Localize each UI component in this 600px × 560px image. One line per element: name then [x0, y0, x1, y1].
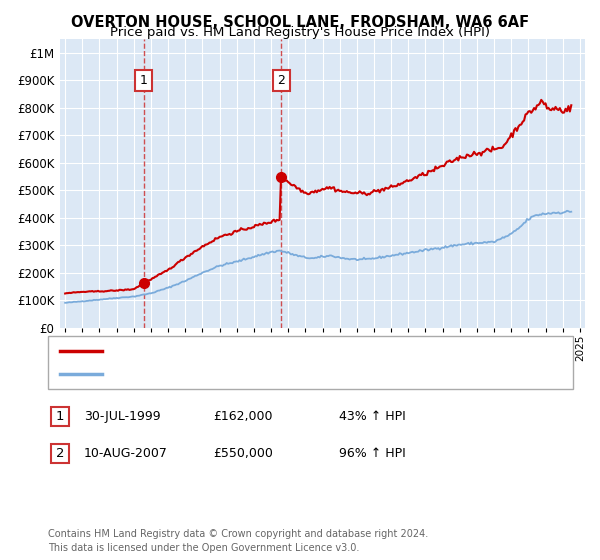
Text: 10-AUG-2007: 10-AUG-2007: [84, 446, 168, 460]
Text: OVERTON HOUSE, SCHOOL LANE, FRODSHAM, WA6 6AF: OVERTON HOUSE, SCHOOL LANE, FRODSHAM, WA…: [71, 15, 529, 30]
Text: 30-JUL-1999: 30-JUL-1999: [84, 410, 161, 423]
Text: Price paid vs. HM Land Registry's House Price Index (HPI): Price paid vs. HM Land Registry's House …: [110, 26, 490, 39]
Text: 96% ↑ HPI: 96% ↑ HPI: [339, 446, 406, 460]
Text: £550,000: £550,000: [213, 446, 273, 460]
Text: 1: 1: [56, 410, 64, 423]
Text: 2: 2: [56, 446, 64, 460]
Text: OVERTON HOUSE, SCHOOL LANE, FRODSHAM, WA6 6AF (detached house): OVERTON HOUSE, SCHOOL LANE, FRODSHAM, WA…: [111, 346, 524, 356]
Text: 2: 2: [278, 74, 286, 87]
Text: 1: 1: [140, 74, 148, 87]
Text: HPI: Average price, detached house, Cheshire West and Chester: HPI: Average price, detached house, Ches…: [111, 369, 469, 379]
Text: Contains HM Land Registry data © Crown copyright and database right 2024.
This d: Contains HM Land Registry data © Crown c…: [48, 529, 428, 553]
Text: £162,000: £162,000: [213, 410, 272, 423]
Text: 43% ↑ HPI: 43% ↑ HPI: [339, 410, 406, 423]
